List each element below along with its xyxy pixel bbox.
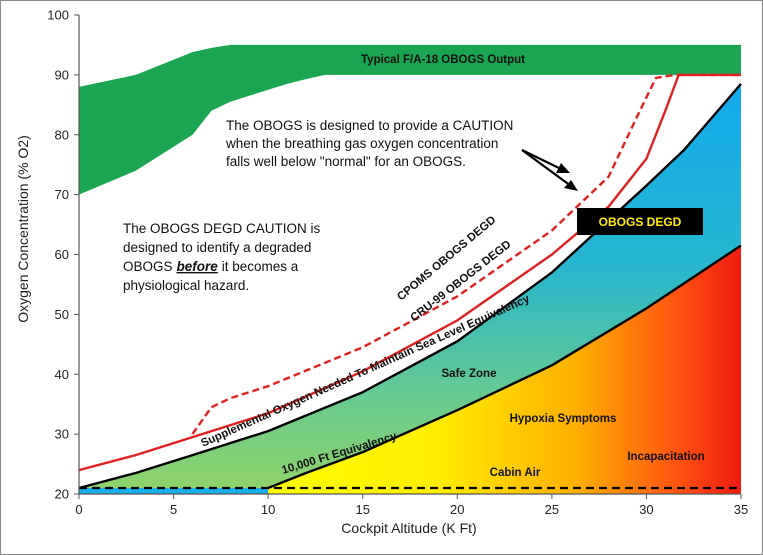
y-axis-label: Oxygen Concentration (% O2) <box>15 135 31 323</box>
x-tick-label: 15 <box>355 502 369 517</box>
caution-note-line-3: falls well below "normal" for an OBOGS. <box>226 154 466 169</box>
x-tick-label: 5 <box>170 502 177 517</box>
obogs-output-band <box>79 44 741 195</box>
x-tick-label: 25 <box>545 502 559 517</box>
line-10k-equivalency <box>267 244 742 490</box>
label-hypoxia-symptoms: Hypoxia Symptoms <box>510 413 617 425</box>
caution-arrowhead-2 <box>564 180 578 191</box>
degd-note-line-1: The OBOGS DEGD CAUTION is <box>123 221 321 236</box>
x-tick-label: 30 <box>639 502 653 517</box>
y-tick-label: 70 <box>55 187 69 202</box>
line-cru99-degd <box>78 73 741 472</box>
x-tick-label: 35 <box>734 502 748 517</box>
y-tick-label: 100 <box>47 8 69 23</box>
degd-note-rest: it becomes a <box>222 259 299 274</box>
label-safe-zone: Safe Zone <box>442 368 497 380</box>
degd-note-line-4: physiological hazard. <box>123 278 249 293</box>
degd-note-obogs: OBOGS <box>123 259 173 274</box>
x-axis-label: Cockpit Altitude (K Ft) <box>341 520 476 536</box>
obogs-degd-label: OBOGS DEGD <box>599 215 682 229</box>
label-obogs-output: Typical F/A-18 OBOGS Output <box>361 54 525 66</box>
y-tick-label: 80 <box>55 127 69 142</box>
y-tick-label: 20 <box>55 487 69 502</box>
line-cpoms-degd <box>191 73 741 435</box>
y-tick-label: 30 <box>55 427 69 442</box>
y-tick-label: 60 <box>55 247 69 262</box>
degd-note-line-3: OBOGS before it becomes a <box>123 259 299 274</box>
caution-note-line-1: The OBOGS is designed to provide a CAUTI… <box>226 118 513 133</box>
obogs-degd-box <box>577 208 703 235</box>
x-tick-label: 0 <box>75 502 82 517</box>
caution-arrow-2 <box>521 149 572 187</box>
x-tick-label: 10 <box>261 502 275 517</box>
safe-zone-fill <box>79 83 741 489</box>
hypoxia-fill <box>268 245 741 494</box>
label-incapacitation: Incapacitation <box>627 451 704 463</box>
caution-arrow-1 <box>521 149 564 171</box>
y-tick-label: 90 <box>55 67 69 82</box>
caution-arrowhead-1 <box>556 163 570 173</box>
cabin-air-strip <box>79 488 269 494</box>
caution-note-line-2: when the breathing gas oxygen concentrat… <box>225 136 498 151</box>
y-tick-label: 40 <box>55 367 69 382</box>
degd-note-line-2: designed to identify a degraded <box>123 240 311 255</box>
x-tick-label: 20 <box>450 502 464 517</box>
label-cabin-air: Cabin Air <box>490 467 541 479</box>
degd-note-before: before <box>177 259 219 274</box>
line-sea-level-equivalency <box>78 83 742 490</box>
y-tick-label: 50 <box>55 307 69 322</box>
